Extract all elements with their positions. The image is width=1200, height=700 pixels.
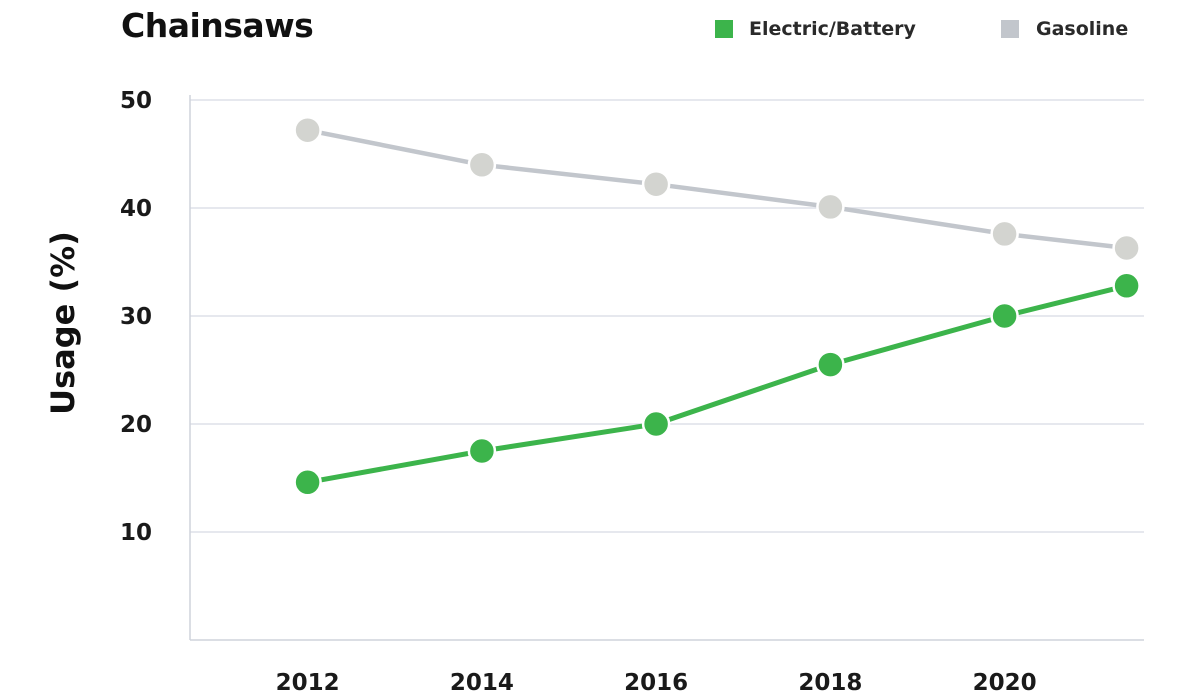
- series-line-electric: [305, 283, 1130, 485]
- data-point-gasoline: [1112, 233, 1141, 263]
- data-point-gasoline: [990, 219, 1019, 249]
- series: [293, 115, 1141, 497]
- data-point-gasoline: [641, 169, 671, 199]
- x-tick-label: 2012: [276, 670, 340, 696]
- y-tick-label: 30: [120, 304, 152, 330]
- y-tick-label: 20: [120, 412, 152, 438]
- legend: Electric/Battery Gasoline: [715, 18, 1128, 40]
- series-line-gasoline: [305, 127, 1129, 251]
- axes: [189, 95, 1144, 641]
- y-tick-label: 10: [120, 520, 152, 546]
- data-point-gasoline: [816, 192, 845, 222]
- x-tick-label: 2016: [624, 670, 688, 696]
- data-point-electric: [293, 468, 322, 497]
- chart-title: Chainsaws: [121, 6, 313, 45]
- series-gasoline: [293, 115, 1141, 263]
- x-tick-label: 2014: [450, 670, 514, 696]
- data-point-electric: [816, 350, 845, 379]
- x-axis-ticks: 2012 2014 2016 2018 2020: [276, 670, 1037, 696]
- x-tick-label: 2018: [798, 670, 862, 696]
- y-axis-ticks: 10 20 30 40 50: [120, 88, 152, 546]
- data-point-electric: [641, 409, 671, 439]
- x-tick-label: 2020: [973, 670, 1037, 696]
- data-point-electric: [990, 301, 1019, 331]
- series-electric: [293, 271, 1141, 497]
- data-point-gasoline: [293, 115, 322, 145]
- data-point-electric: [467, 436, 497, 466]
- legend-label-gasoline: Gasoline: [1036, 18, 1128, 40]
- y-axis-label: Usage (%): [44, 231, 82, 415]
- data-point-electric: [1112, 271, 1141, 301]
- data-point-gasoline: [467, 150, 497, 180]
- legend-swatch-electric: [715, 20, 733, 38]
- grid: [190, 99, 1144, 533]
- legend-label-electric: Electric/Battery: [749, 18, 917, 40]
- y-tick-label: 40: [120, 196, 152, 222]
- legend-swatch-gasoline: [1001, 20, 1019, 38]
- y-tick-label: 50: [120, 88, 152, 114]
